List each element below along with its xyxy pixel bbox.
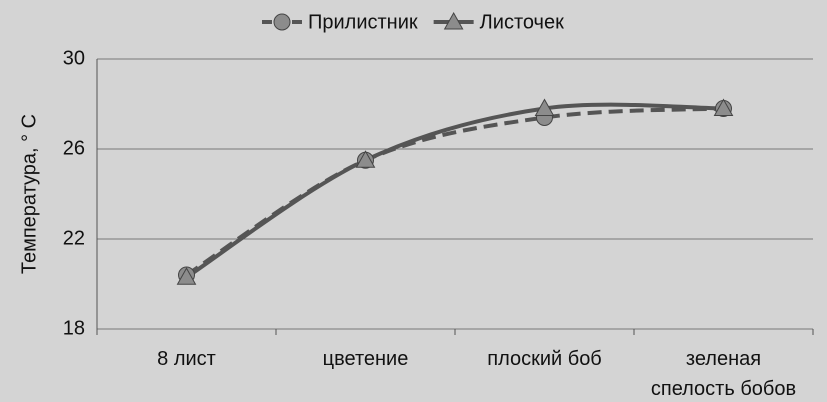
marker	[355, 150, 376, 168]
marker	[273, 13, 291, 31]
legend-label: Прилистник	[308, 11, 418, 33]
marker	[443, 11, 464, 30]
marker	[176, 267, 197, 285]
x-tick-label: плоский боб	[487, 348, 602, 370]
y-tick-label: 26	[63, 137, 85, 159]
x-tick-label: зеленая спелость бобов	[650, 348, 797, 400]
y-tick-label: 22	[63, 227, 85, 249]
y-tick-label: 18	[63, 317, 85, 339]
y-axis-title: Температура, ° С	[18, 114, 40, 274]
series-line	[185, 102, 724, 279]
marker	[534, 98, 555, 116]
marker	[713, 98, 734, 116]
x-tick-label: цветение	[322, 348, 409, 370]
y-tick-label: 30	[63, 47, 85, 69]
x-tick-label: 8 лист	[157, 348, 216, 370]
series-line	[185, 106, 724, 277]
legend-label: Листочек	[480, 11, 564, 33]
